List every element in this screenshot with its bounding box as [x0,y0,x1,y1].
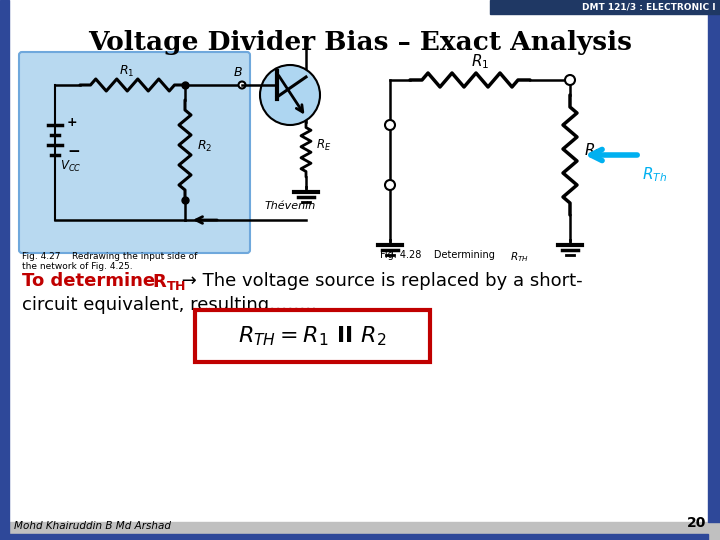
FancyBboxPatch shape [19,52,250,253]
Circle shape [385,120,395,130]
Text: $R_{TH}$: $R_{TH}$ [510,250,529,264]
Bar [0,0,9,540]
Text: $R_{TH} = R_1$ II $R_2$: $R_{TH} = R_1$ II $R_2$ [238,324,386,348]
Bar [0,522,720,540]
Text: 20: 20 [687,516,706,530]
Bar [490,0,720,14]
Text: → The voltage source is replaced by a short-: → The voltage source is replaced by a sh… [176,272,582,290]
Text: $R_E$: $R_E$ [316,138,331,153]
Text: Mohd Khairuddin B Md Arshad: Mohd Khairuddin B Md Arshad [14,521,171,531]
Text: $\mathbf{R_{TH}}$: $\mathbf{R_{TH}}$ [152,272,186,292]
Text: Fig. 4.28    Determining: Fig. 4.28 Determining [380,250,498,260]
Text: −: − [67,145,80,159]
Circle shape [260,65,320,125]
Text: $B$: $B$ [233,66,243,79]
Text: Fig. 4.27    Redrawing the input side of
the network of Fig. 4.25.: Fig. 4.27 Redrawing the input side of th… [22,252,197,272]
Text: DMT 121/3 : ELECTRONIC I: DMT 121/3 : ELECTRONIC I [582,3,716,11]
Bar [195,310,430,362]
Circle shape [238,82,246,89]
Text: $R_{Th}$: $R_{Th}$ [642,165,667,184]
Text: $R_2$: $R_2$ [197,139,212,154]
Text: $R_1$: $R_1$ [471,52,489,71]
Circle shape [565,75,575,85]
Text: $R_1$: $R_1$ [120,64,135,79]
Circle shape [385,180,395,190]
Text: $V_{CC}$: $V_{CC}$ [60,159,81,174]
Text: $R_2$: $R_2$ [584,141,602,160]
Text: To determine: To determine [22,272,161,290]
Text: +: + [67,116,78,129]
Bar [0,534,708,540]
Bar [708,12,720,522]
Text: Voltage Divider Bias – Exact Analysis: Voltage Divider Bias – Exact Analysis [88,30,632,55]
Text: circuit equivalent, resulting……..: circuit equivalent, resulting…….. [22,296,317,314]
Text: Thévenin: Thévenin [264,201,315,211]
